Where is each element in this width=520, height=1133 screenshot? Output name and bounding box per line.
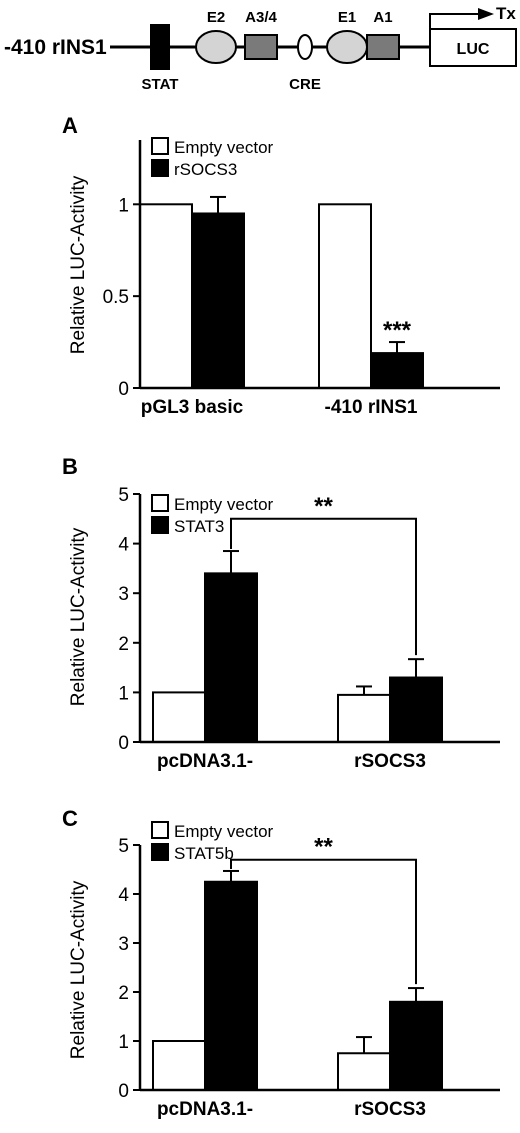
- y-tick-label: 0: [118, 733, 129, 754]
- e2-element: [195, 30, 237, 64]
- y-tick-label: 0: [118, 1081, 129, 1102]
- promoter-schematic: -410 rINS1 LUC Tx STAT E2 A3/4 CRE E1 A1: [4, 4, 517, 93]
- legend: Empty vector STAT3: [151, 494, 274, 536]
- luc-label: LUC: [457, 41, 490, 58]
- y-tick-label: 1: [118, 1032, 129, 1053]
- bar-empty-vector-1: [337, 1052, 391, 1091]
- legend-label-rsocs3: rSOCS3: [174, 160, 237, 179]
- tx-label: Tx: [496, 4, 516, 23]
- bar-empty-vector-0: [152, 1040, 206, 1091]
- legend-swatch-stat5b: [151, 843, 169, 861]
- x-tick-label: rSOCS3: [354, 751, 426, 772]
- a1-label: A1: [373, 9, 392, 26]
- legend-label-stat5b: STAT5b: [174, 844, 234, 863]
- significance-bracket: [230, 858, 417, 985]
- panel-label: B: [62, 454, 78, 479]
- bar-empty-vector-1: [318, 203, 372, 389]
- legend-swatch-empty-vector: [151, 821, 169, 839]
- chart-panel-c: C Relative LUC-Activity 0 1 2 3 4 5 pcDNA3.1- r…: [62, 806, 500, 1120]
- x-tick-label: -410 rINS1: [325, 397, 418, 418]
- y-axis-label: Relative LUC-Activity: [68, 880, 89, 1059]
- chart-panel-a: A Relative LUC-Activity 0 0.5 1 pGL3 basic -…: [62, 113, 500, 418]
- panel-label: A: [62, 113, 78, 138]
- a3-4-element: [244, 34, 278, 60]
- a3-4-label: A3/4: [245, 9, 277, 26]
- legend-swatch-empty-vector: [151, 494, 169, 512]
- x-tick-label: pcDNA3.1-: [157, 1099, 253, 1120]
- e2-label: E2: [207, 9, 225, 26]
- chart-panel-b: B Relative LUC-Activity 0 1 2 3 4 5 pcDNA3.1- r…: [62, 454, 500, 772]
- y-tick-label: 5: [118, 485, 129, 506]
- tx-arrow-line: [429, 13, 478, 29]
- legend: Empty vector STAT5b: [151, 821, 274, 863]
- bar-empty-vector-0: [139, 203, 193, 389]
- y-tick-label: 2: [118, 983, 129, 1004]
- stat-element: [150, 24, 170, 70]
- luc-box: [429, 28, 517, 67]
- significance-bracket: [230, 517, 417, 656]
- x-tick-label: pGL3 basic: [141, 397, 244, 418]
- bar-stat5b-1: [389, 1000, 443, 1091]
- legend: Empty vector rSOCS3: [151, 137, 274, 179]
- significance-stars: ***: [383, 317, 412, 344]
- legend-label-empty-vector: Empty vector: [174, 138, 274, 157]
- legend-label-empty-vector: Empty vector: [174, 822, 274, 841]
- y-tick-label: 5: [118, 836, 129, 857]
- legend-label-stat3: STAT3: [174, 517, 224, 536]
- y-tick-label: 1: [118, 195, 129, 216]
- x-tick-label: rSOCS3: [354, 1099, 426, 1120]
- tx-arrow-head: [478, 8, 494, 20]
- significance-stars: **: [314, 834, 333, 861]
- bar-rsocs3-0: [191, 212, 245, 389]
- bar-empty-vector-0: [152, 691, 206, 744]
- bar-stat3-1: [389, 676, 443, 744]
- y-tick-label: 0: [118, 379, 129, 400]
- cre-label: CRE: [289, 76, 321, 93]
- y-tick-label: 3: [118, 934, 129, 955]
- legend-swatch-empty-vector: [151, 137, 169, 155]
- cre-element: [297, 34, 313, 60]
- y-axis-label: Relative LUC-Activity: [68, 175, 89, 354]
- y-tick-label: 2: [118, 634, 129, 655]
- bar-stat3-0: [204, 572, 258, 743]
- bar-empty-vector-1: [337, 693, 391, 744]
- y-tick-label: 1: [118, 683, 129, 704]
- y-tick-label: 0.5: [103, 287, 129, 308]
- a1-element: [366, 34, 400, 60]
- legend-label-empty-vector: Empty vector: [174, 495, 274, 514]
- legend-swatch-stat3: [151, 516, 169, 534]
- bar-stat5b-0: [204, 880, 258, 1091]
- y-tick-label: 4: [118, 535, 129, 556]
- y-tick-label: 3: [118, 584, 129, 605]
- bar-rsocs3-1: [370, 352, 424, 389]
- e1-label: E1: [338, 9, 356, 26]
- panel-label: C: [62, 806, 78, 831]
- construct-label: -410 rINS1: [4, 36, 107, 59]
- y-axis-label: Relative LUC-Activity: [68, 527, 89, 706]
- x-tick-label: pcDNA3.1-: [157, 751, 253, 772]
- y-tick-label: 4: [118, 885, 129, 906]
- e1-element: [326, 30, 368, 64]
- significance-stars: **: [314, 493, 333, 520]
- legend-swatch-rsocs3: [151, 159, 169, 177]
- stat-label: STAT: [142, 76, 179, 93]
